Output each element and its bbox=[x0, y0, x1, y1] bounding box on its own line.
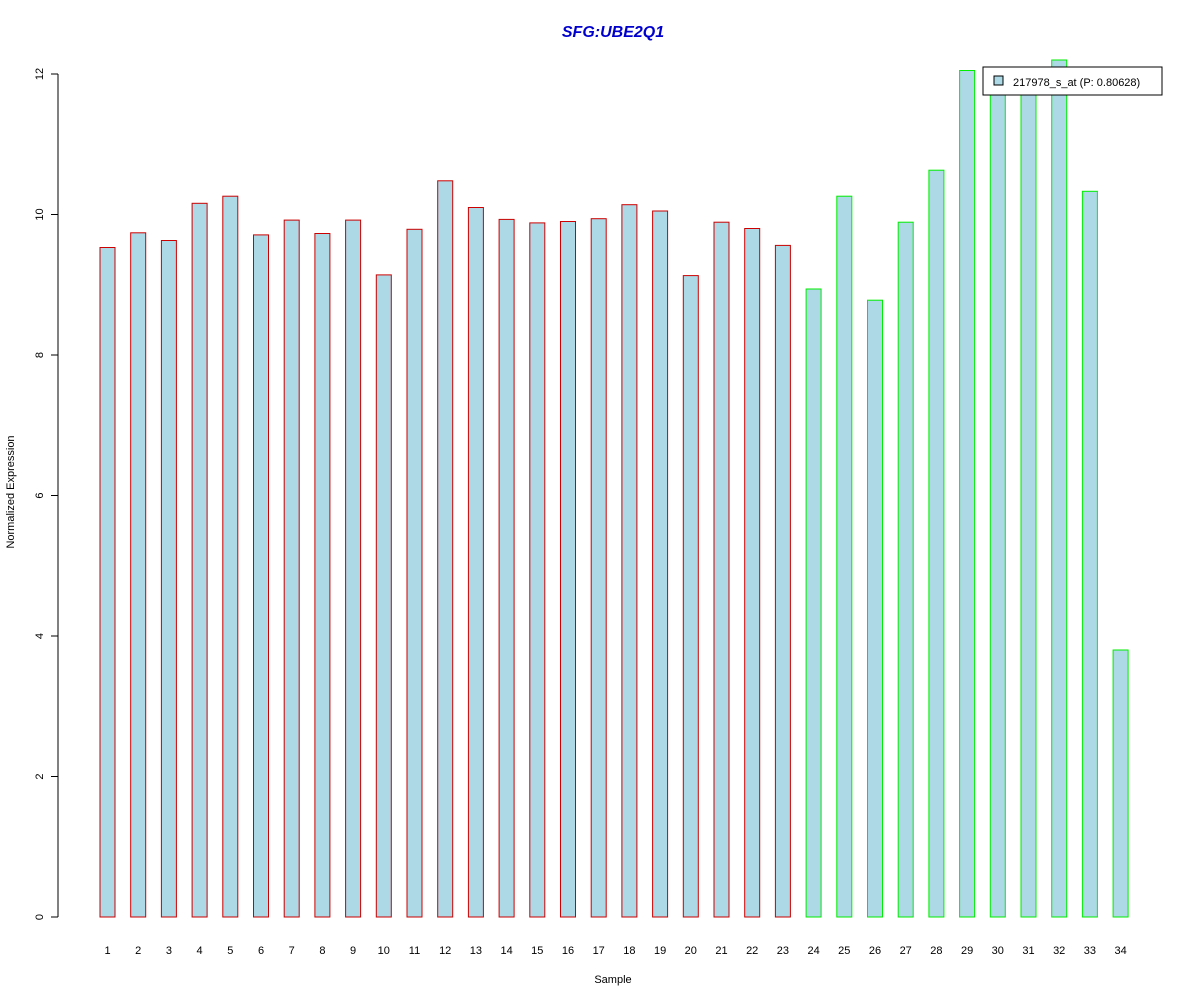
x-tick-label: 5 bbox=[227, 945, 233, 957]
bar-sample-6 bbox=[253, 234, 269, 918]
y-axis: 0 2 4 6 8 10 12 bbox=[34, 68, 59, 920]
bar-sample-14 bbox=[498, 218, 515, 918]
y-tick-label: 6 bbox=[34, 492, 46, 498]
bar-sample-9 bbox=[345, 219, 362, 918]
bar-sample-24 bbox=[805, 288, 822, 918]
x-tick-label: 2 bbox=[135, 945, 141, 957]
x-tick-label: 17 bbox=[593, 945, 605, 957]
x-tick-label: 3 bbox=[166, 945, 172, 957]
bar-sample-8 bbox=[314, 233, 331, 918]
bar-sample-30 bbox=[989, 84, 1006, 918]
x-tick-label: 15 bbox=[531, 945, 543, 957]
x-tick-label: 14 bbox=[500, 945, 512, 957]
x-tick-label: 13 bbox=[470, 945, 482, 957]
x-tick-label: 22 bbox=[746, 945, 758, 957]
bar-sample-32 bbox=[1051, 59, 1068, 918]
x-tick-label: 20 bbox=[685, 945, 697, 957]
bar-sample-4 bbox=[191, 202, 208, 918]
x-tick-label: 18 bbox=[623, 945, 635, 957]
y-axis-label: Normalized Expression bbox=[5, 435, 17, 548]
y-tick-label: 10 bbox=[34, 208, 46, 220]
x-tick-label: 25 bbox=[838, 945, 850, 957]
x-tick-label: 31 bbox=[1022, 945, 1034, 957]
bar-sample-12 bbox=[437, 180, 454, 918]
bar-sample-5 bbox=[222, 195, 239, 918]
bar-sample-16 bbox=[560, 221, 576, 918]
bar-sample-21 bbox=[713, 221, 730, 918]
bar-sample-3 bbox=[160, 240, 177, 918]
x-tick-label: 4 bbox=[197, 945, 203, 957]
x-tick-label: 28 bbox=[930, 945, 942, 957]
x-tick-label: 7 bbox=[289, 945, 295, 957]
x-tick-label: 8 bbox=[319, 945, 325, 957]
x-tick-label: 33 bbox=[1084, 945, 1096, 957]
x-tick-label: 12 bbox=[439, 945, 451, 957]
legend-swatch bbox=[993, 75, 1004, 86]
bar-sample-29 bbox=[959, 70, 976, 918]
x-tick-label: 11 bbox=[409, 945, 420, 957]
x-tick-label: 9 bbox=[350, 945, 356, 957]
bar-sample-33 bbox=[1081, 190, 1098, 918]
bar-sample-11 bbox=[406, 228, 423, 918]
x-tick-label: 21 bbox=[715, 945, 727, 957]
x-tick-label: 32 bbox=[1053, 945, 1065, 957]
x-tick-labels: 1 2 3 4 5 6 7 8 9 10 11 12 13 14 15 16 17 18 19 20 21 22 23 24 2… bbox=[104, 945, 1126, 957]
bar-sample-23 bbox=[774, 244, 791, 918]
bar-sample-17 bbox=[590, 218, 607, 918]
chart-title: SFG:UBE2Q1 bbox=[562, 24, 664, 41]
x-tick-label: 16 bbox=[562, 945, 574, 957]
bar-sample-27 bbox=[897, 221, 914, 918]
bars bbox=[99, 59, 1129, 918]
y-tick-label: 2 bbox=[34, 773, 46, 779]
bar-sample-28 bbox=[928, 169, 945, 918]
x-tick-label: 34 bbox=[1114, 945, 1126, 957]
bar-sample-18 bbox=[621, 204, 638, 918]
bar-sample-19 bbox=[652, 210, 669, 918]
bar-sample-26 bbox=[867, 299, 883, 918]
legend-entry-label: 217978_s_at (P: 0.80628) bbox=[1013, 77, 1140, 89]
bar-sample-1 bbox=[99, 247, 116, 918]
x-tick-label: 26 bbox=[869, 945, 881, 957]
x-tick-label: 1 bbox=[104, 945, 110, 957]
bar-sample-10 bbox=[375, 274, 392, 918]
legend-box bbox=[982, 66, 1163, 96]
bar-sample-25 bbox=[836, 195, 853, 918]
x-tick-label: 27 bbox=[900, 945, 912, 957]
bar-sample-2 bbox=[130, 232, 147, 918]
bar-sample-13 bbox=[467, 207, 484, 918]
bar-sample-7 bbox=[283, 219, 300, 918]
x-axis-label: Sample bbox=[594, 974, 631, 986]
bar-sample-20 bbox=[682, 275, 699, 918]
x-tick-label: 19 bbox=[654, 945, 666, 957]
y-tick-label: 0 bbox=[34, 914, 46, 920]
x-tick-label: 24 bbox=[807, 945, 819, 957]
bar-sample-15 bbox=[529, 222, 546, 918]
x-tick-label: 6 bbox=[258, 945, 264, 957]
bar-sample-34 bbox=[1112, 649, 1129, 918]
y-tick-label: 4 bbox=[34, 633, 46, 639]
y-tick-label: 12 bbox=[34, 68, 46, 80]
x-tick-label: 10 bbox=[378, 945, 390, 957]
x-tick-label: 30 bbox=[992, 945, 1004, 957]
x-tick-label: 23 bbox=[777, 945, 789, 957]
legend: 217978_s_at (P: 0.80628) bbox=[982, 66, 1163, 96]
y-tick-label: 8 bbox=[34, 352, 46, 358]
bar-sample-31 bbox=[1020, 91, 1037, 918]
bar-sample-22 bbox=[744, 228, 761, 918]
x-tick-label: 29 bbox=[961, 945, 973, 957]
